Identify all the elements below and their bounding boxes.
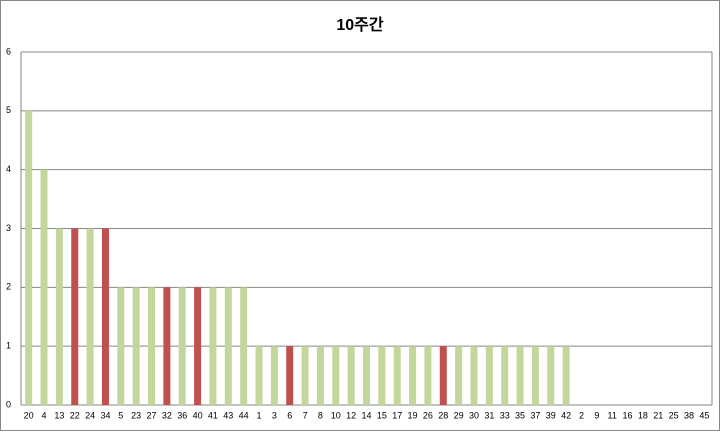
- x-tick-label: 4: [42, 410, 47, 420]
- x-tick-label: 17: [392, 410, 402, 420]
- x-tick-label: 30: [469, 410, 479, 420]
- y-tick-label: 1: [6, 341, 11, 351]
- x-tick-label: 2: [579, 410, 584, 420]
- bar: [209, 287, 217, 405]
- bar: [378, 346, 386, 405]
- x-tick-label: 7: [303, 410, 308, 420]
- x-tick-label: 20: [24, 410, 34, 420]
- x-tick-label: 5: [118, 410, 123, 420]
- x-tick-label: 37: [530, 410, 540, 420]
- bar: [132, 287, 140, 405]
- bar: [224, 287, 232, 405]
- y-tick-label: 4: [6, 164, 11, 174]
- bar: [255, 346, 263, 405]
- bar: [455, 346, 463, 405]
- x-tick-label: 40: [193, 410, 203, 420]
- bar: [439, 346, 447, 405]
- x-tick-label: 35: [515, 410, 525, 420]
- x-tick-label: 45: [699, 410, 709, 420]
- x-tick-label: 39: [546, 410, 556, 420]
- bar: [424, 346, 432, 405]
- bar: [409, 346, 417, 405]
- x-tick-label: 38: [684, 410, 694, 420]
- bar: [501, 346, 509, 405]
- bar: [470, 346, 478, 405]
- y-tick-label: 6: [6, 46, 11, 56]
- x-tick-label: 1: [257, 410, 262, 420]
- bar: [393, 346, 401, 405]
- bar: [363, 346, 370, 405]
- bar: [117, 287, 125, 405]
- x-tick-label: 10: [331, 410, 341, 420]
- y-tick-label: 2: [6, 282, 11, 292]
- x-tick-label: 27: [147, 410, 157, 420]
- x-tick-label: 24: [85, 410, 95, 420]
- x-tick-label: 3: [272, 410, 277, 420]
- bar: [163, 287, 171, 405]
- y-tick-label: 0: [6, 399, 11, 409]
- x-tick-label: 11: [608, 410, 617, 420]
- bar: [86, 228, 94, 405]
- bar: [547, 346, 555, 405]
- bar: [316, 346, 324, 405]
- bar: [101, 228, 109, 405]
- bar: [240, 287, 248, 405]
- x-tick-label: 36: [177, 410, 187, 420]
- x-tick-label: 33: [500, 410, 510, 420]
- x-tick-label: 28: [438, 410, 448, 420]
- x-tick-label: 18: [638, 410, 648, 420]
- bar: [332, 346, 340, 405]
- x-tick-label: 19: [408, 410, 418, 420]
- bar: [40, 169, 48, 405]
- x-tick-label: 8: [318, 410, 323, 420]
- x-tick-label: 42: [561, 410, 571, 420]
- y-tick-label: 3: [6, 223, 11, 233]
- y-tick-label: 5: [6, 105, 11, 115]
- x-tick-label: 34: [100, 410, 110, 420]
- chart-title: 10주간: [336, 16, 384, 34]
- x-tick-label: 21: [653, 410, 663, 420]
- x-tick-label: 44: [239, 410, 249, 420]
- bar: [562, 346, 570, 405]
- bar: [25, 110, 33, 405]
- bar: [301, 346, 309, 405]
- x-tick-label: 25: [669, 410, 679, 420]
- bar: [531, 346, 539, 405]
- bar: [347, 346, 355, 405]
- x-tick-label: 9: [594, 410, 599, 420]
- x-tick-label: 43: [223, 410, 233, 420]
- x-tick-label: 12: [346, 410, 356, 420]
- bar: [485, 346, 493, 405]
- x-tick-label: 26: [423, 410, 433, 420]
- x-tick-label: 22: [70, 410, 80, 420]
- x-tick-label: 29: [454, 410, 464, 420]
- x-tick-label: 31: [484, 410, 494, 420]
- x-tick-label: 13: [54, 410, 64, 420]
- bar: [270, 346, 278, 405]
- x-tick-label: 14: [361, 410, 371, 420]
- bar: [286, 346, 294, 405]
- bar: [178, 287, 186, 405]
- bar: [148, 287, 156, 405]
- bar: [516, 346, 524, 405]
- x-tick-label: 6: [287, 410, 292, 420]
- x-tick-label: 23: [131, 410, 141, 420]
- bar: [71, 228, 79, 405]
- x-tick-label: 15: [377, 410, 387, 420]
- bar: [194, 287, 202, 405]
- x-tick-label: 41: [208, 410, 218, 420]
- x-tick-label: 16: [623, 410, 633, 420]
- bar: [55, 228, 63, 405]
- x-tick-label: 32: [162, 410, 172, 420]
